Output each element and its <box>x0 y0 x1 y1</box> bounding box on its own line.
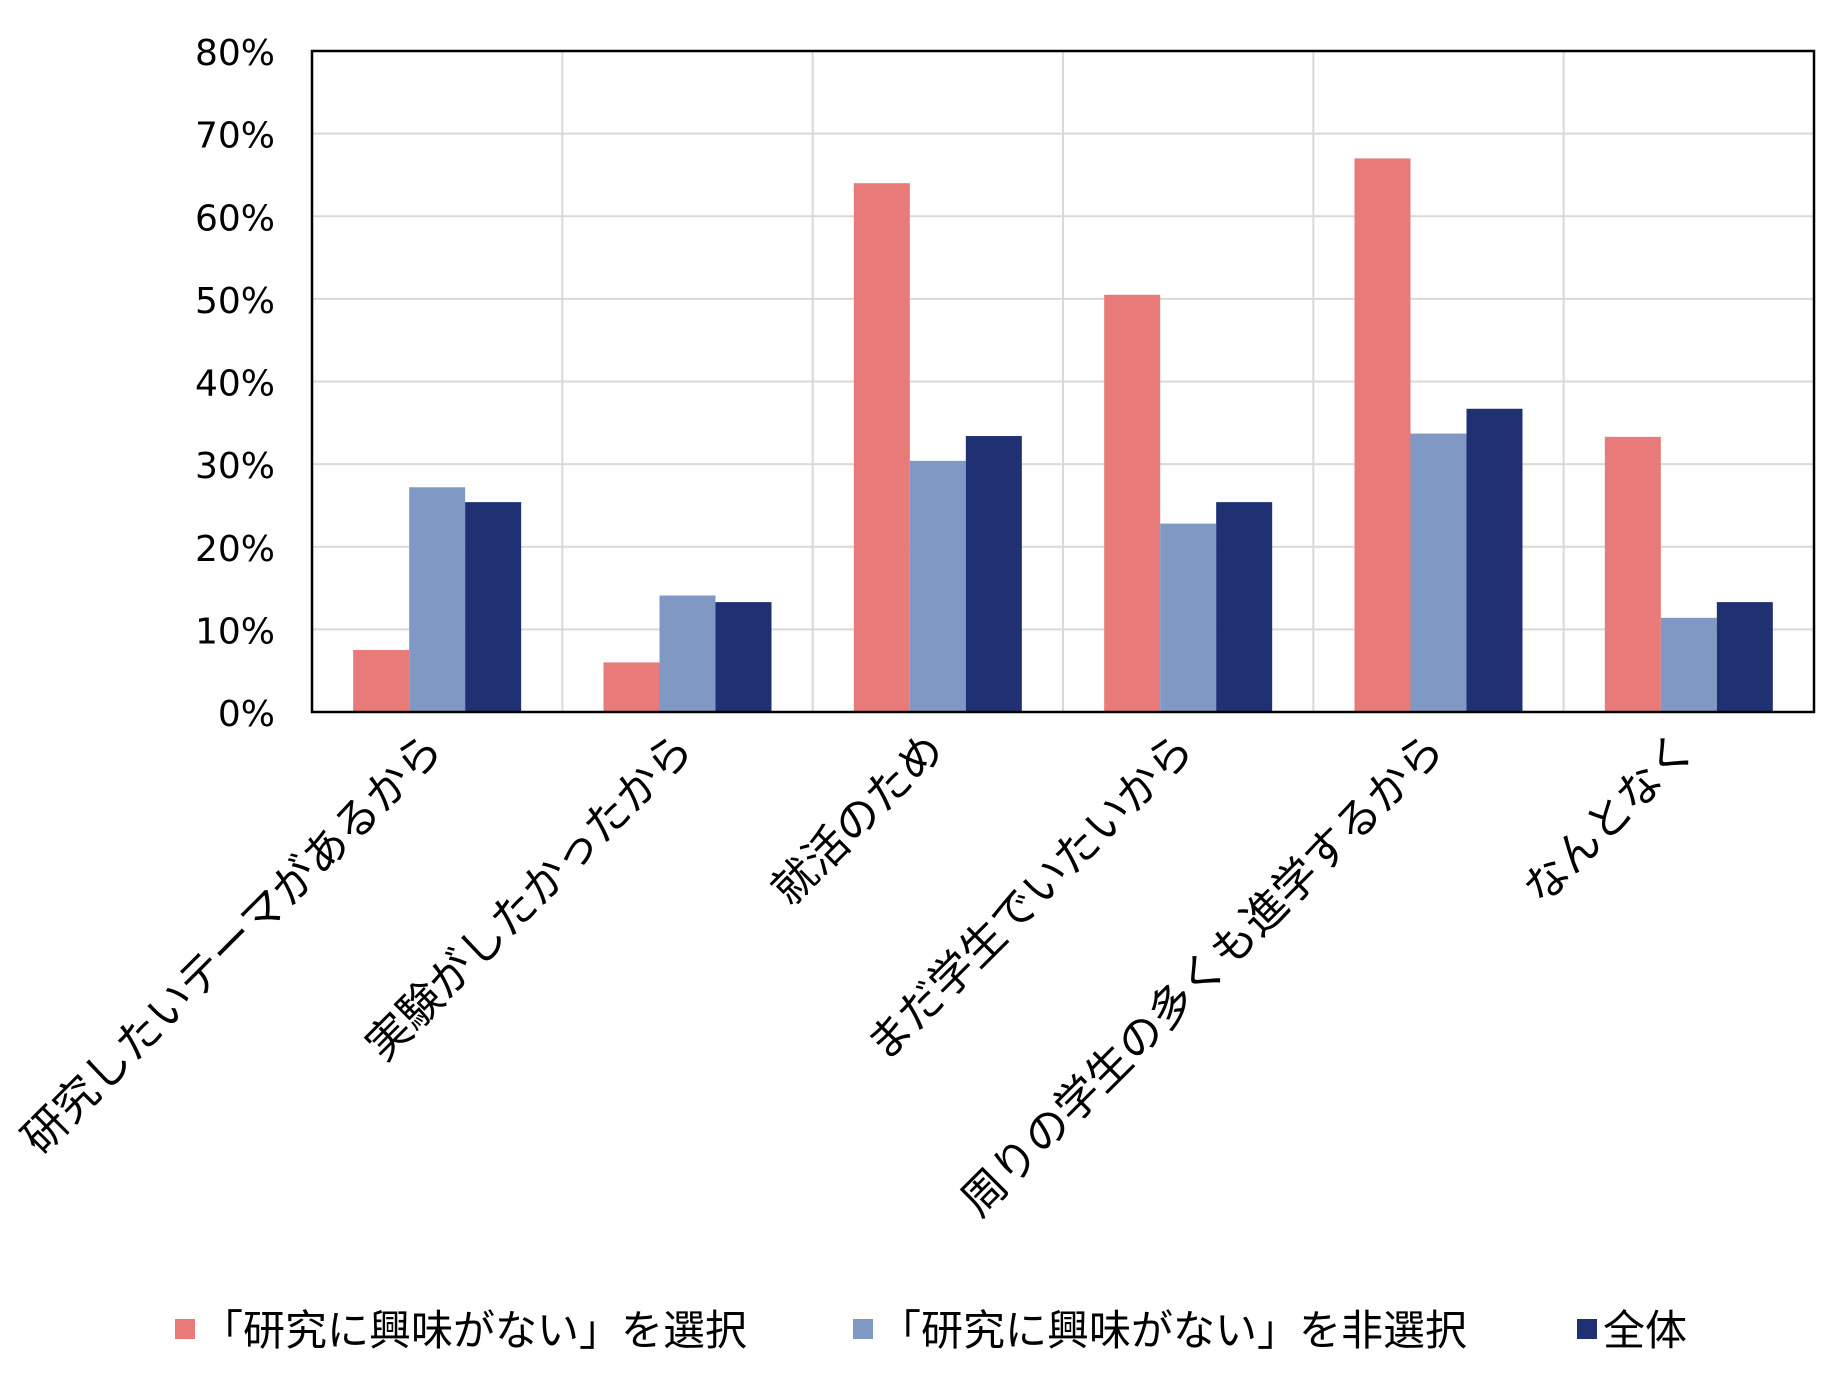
bar-2-6 <box>1660 617 1717 712</box>
bar-1-3 <box>853 183 910 712</box>
bar-2-1 <box>409 487 466 712</box>
bar-2-5 <box>1410 433 1467 712</box>
x-tick-label: 研究したいテーマがあるから <box>12 724 453 1165</box>
legend-label: 「研究に興味がない」を選択 <box>201 1306 747 1355</box>
y-tick-label: 0% <box>218 694 275 735</box>
y-tick-label: 70% <box>195 116 275 157</box>
bar-2-4 <box>1160 523 1217 712</box>
y-tick-label: 80% <box>195 33 275 74</box>
bar-3-2 <box>715 602 772 712</box>
legend: 「研究に興味がない」を選択 「研究に興味がない」を非選択 全体 <box>175 1306 1687 1355</box>
bar-3-4 <box>1216 502 1273 712</box>
bars-layer <box>353 158 1773 713</box>
bar-3-5 <box>1466 408 1523 712</box>
legend-swatch <box>853 1319 873 1339</box>
bar-3-6 <box>1716 602 1773 712</box>
legend-label: 「研究に興味がない」を非選択 <box>879 1306 1467 1355</box>
bar-2-3 <box>909 460 966 712</box>
plot-border <box>310 49 1816 714</box>
y-tick-label: 60% <box>195 198 275 239</box>
bar-1-5 <box>1354 158 1411 713</box>
legend-swatch <box>175 1319 195 1339</box>
plot-frame <box>310 49 1816 714</box>
y-axis-ticks: 0% 10% 20% 30% 40% 50% 60% 70% 80% <box>195 33 275 735</box>
bar-1-6 <box>1604 436 1661 712</box>
y-tick-label: 50% <box>195 281 275 322</box>
y-tick-label: 20% <box>195 529 275 570</box>
grid-layer <box>312 50 1814 713</box>
legend-label: 全体 <box>1603 1306 1687 1355</box>
x-tick-label: 就活のため <box>762 724 954 916</box>
bar-1-4 <box>1104 294 1161 712</box>
x-tick-label: 周りの学生の多くも進学するから <box>952 724 1455 1227</box>
bar-2-2 <box>659 595 716 712</box>
y-tick-label: 40% <box>195 364 275 405</box>
bar-3-1 <box>465 502 522 712</box>
legend-swatch <box>1577 1319 1597 1339</box>
y-tick-label: 30% <box>195 446 275 487</box>
x-tick-label: なんとなく <box>1514 724 1705 915</box>
bar-1-2 <box>603 662 660 712</box>
y-tick-label: 10% <box>195 611 275 652</box>
bar-3-3 <box>965 436 1022 712</box>
bar-1-1 <box>353 650 410 712</box>
